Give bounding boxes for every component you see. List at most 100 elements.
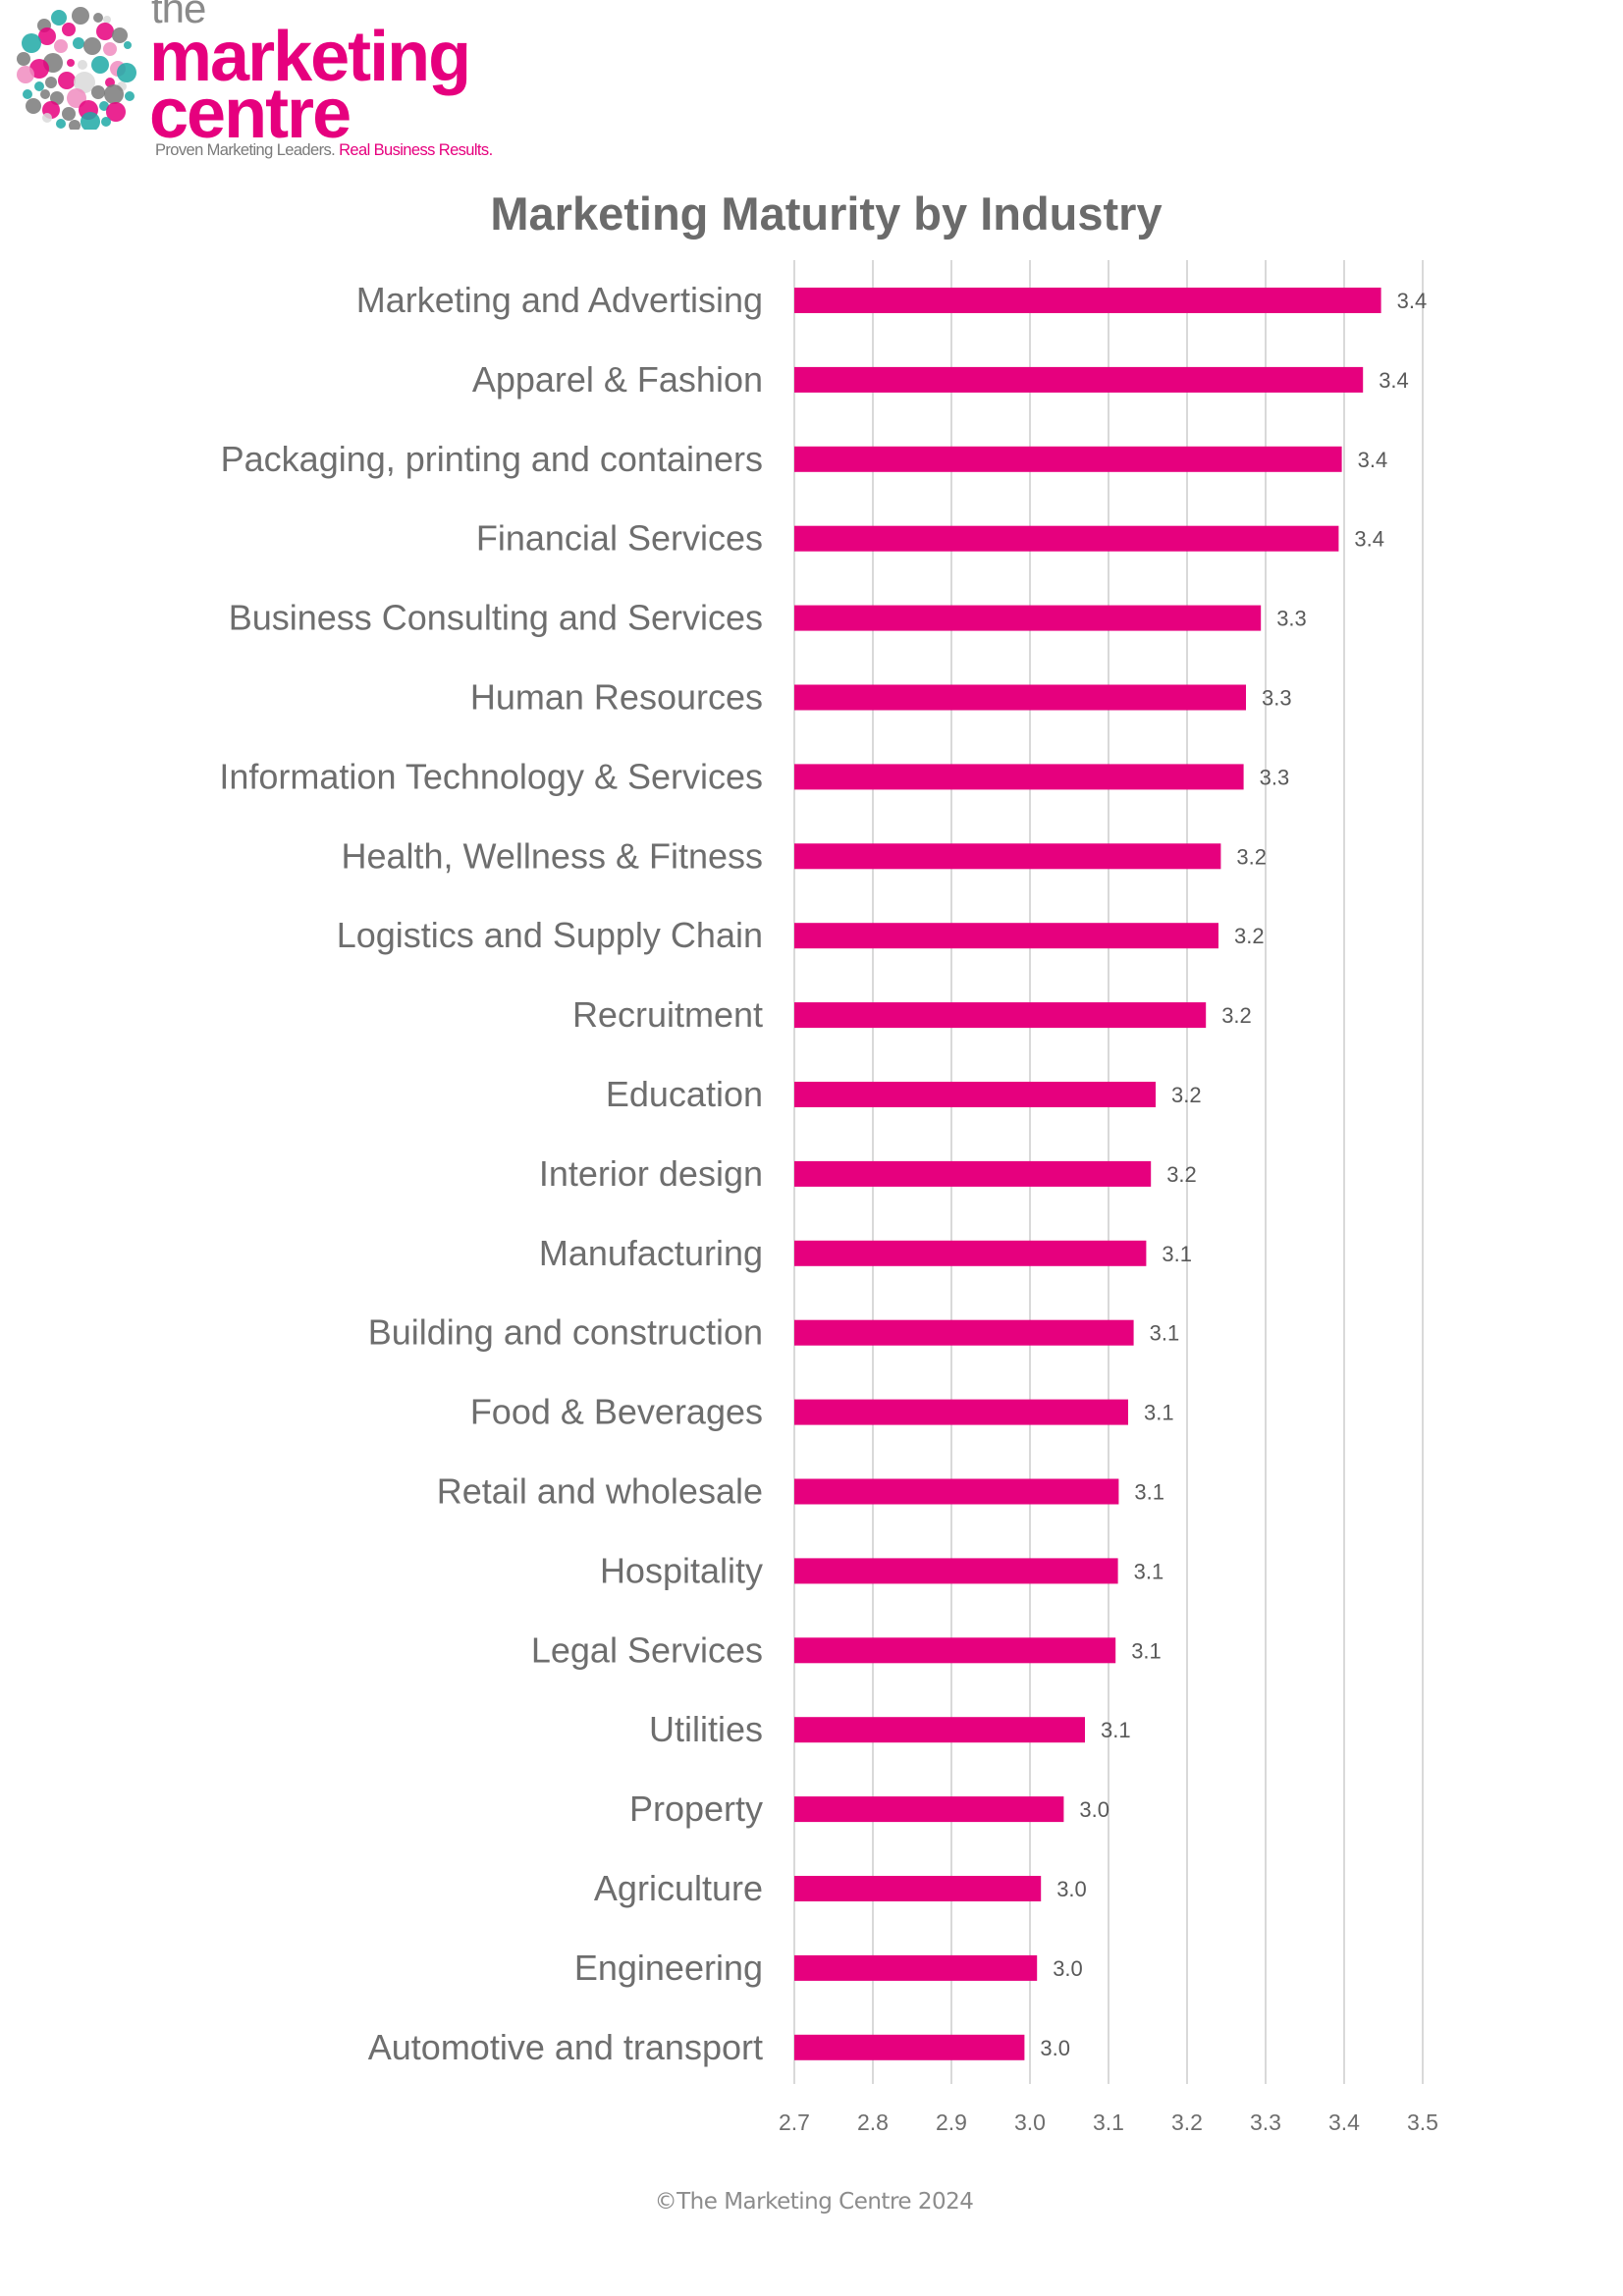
bar (794, 1160, 1152, 1187)
bar (794, 288, 1381, 313)
logo-dot (45, 77, 57, 88)
data-label: 3.2 (1171, 1083, 1202, 1107)
logo-dot (54, 39, 68, 53)
category-label: Retail and wholesale (437, 1471, 763, 1512)
data-label: 3.2 (1166, 1162, 1197, 1187)
x-tick-label: 3.0 (1014, 2109, 1046, 2135)
x-tick-label: 3.4 (1328, 2109, 1360, 2135)
data-label: 3.0 (1053, 1956, 1083, 1981)
x-tick-label: 2.8 (857, 2109, 889, 2135)
bar (794, 684, 1246, 711)
category-label: Financial Services (476, 518, 763, 559)
category-label: Property (629, 1789, 763, 1829)
category-label: Interior design (539, 1153, 763, 1194)
bar (794, 1954, 1038, 1981)
logo-dots-icon (17, 7, 136, 130)
data-label: 3.3 (1262, 686, 1292, 711)
logo-dot (83, 37, 101, 55)
logo-dot (106, 102, 126, 122)
x-axis-tick-labels: 2.7 2.8 2.9 3.0 3.1 3.2 3.3 3.4 3.5 (779, 2109, 1438, 2135)
x-tick-label: 3.5 (1407, 2109, 1438, 2135)
logo-dot (23, 89, 32, 99)
logo-dot (93, 13, 103, 23)
bars (794, 288, 1381, 2060)
logo-centre: centre (149, 75, 352, 153)
data-label: 3.4 (1358, 448, 1388, 472)
category-labels: Marketing and Advertising Apparel & Fashi… (219, 280, 763, 2067)
logo-dot (38, 27, 56, 45)
bar (794, 605, 1262, 631)
category-label: Agriculture (594, 1868, 763, 1908)
logo-the: the (151, 0, 206, 31)
bar (794, 923, 1218, 949)
x-tick-label: 3.2 (1171, 2109, 1203, 2135)
bar (794, 446, 1342, 472)
logo-dot (29, 59, 49, 79)
data-label: 3.3 (1260, 765, 1290, 789)
logo-dot (78, 60, 87, 70)
x-tick-label: 2.7 (779, 2109, 810, 2135)
bar (794, 1876, 1042, 1901)
category-label: Legal Services (531, 1629, 763, 1670)
logo-dot (91, 85, 105, 99)
category-label: Human Resources (470, 677, 763, 718)
bar (794, 1082, 1156, 1107)
bar (794, 1717, 1085, 1743)
logo-dot (124, 41, 132, 49)
logo-dot (22, 33, 41, 53)
category-label: Business Consulting and Services (229, 598, 763, 638)
data-label: 3.1 (1150, 1321, 1180, 1346)
bar (794, 1637, 1116, 1664)
category-label: Information Technology & Services (219, 756, 763, 796)
data-label: 3.2 (1236, 844, 1267, 869)
bar (794, 525, 1339, 552)
logo-dot (56, 119, 66, 129)
logo-dot (112, 27, 128, 43)
bar (794, 764, 1244, 790)
logo-dot (26, 98, 41, 114)
x-tick-label: 2.9 (936, 2109, 967, 2135)
logo-dot (104, 84, 124, 104)
data-label: 3.4 (1354, 527, 1384, 552)
logo-dot (96, 23, 114, 40)
bar (794, 1796, 1064, 1823)
bar (794, 1002, 1207, 1029)
logo-dot (73, 37, 84, 49)
data-label: 3.1 (1131, 1638, 1162, 1663)
logo-dot (125, 91, 135, 101)
logo-dot (62, 107, 76, 121)
data-label: 3.2 (1234, 924, 1265, 948)
logo-dot (91, 56, 109, 74)
bar (794, 1240, 1147, 1266)
category-label: Manufacturing (539, 1233, 763, 1273)
bar (794, 1478, 1119, 1505)
logo-dot (67, 59, 75, 67)
category-label: Health, Wellness & Fitness (341, 835, 763, 876)
bar (794, 1558, 1118, 1584)
chart-title: Marketing Maturity by Industry (490, 187, 1163, 240)
category-label: Automotive and transport (368, 2027, 763, 2067)
logo-marketing: marketing (149, 18, 471, 96)
data-label: 3.0 (1040, 2036, 1070, 2060)
logo-dot (42, 113, 52, 123)
logo-dot (103, 42, 117, 56)
category-label: Apparel & Fashion (472, 359, 763, 400)
logo-dot (69, 120, 81, 130)
category-label: Utilities (649, 1709, 763, 1749)
logo-dot (40, 89, 50, 99)
category-label: Building and construction (368, 1312, 763, 1353)
brand-logo: the marketing centre Proven Marketing Le… (0, 0, 511, 172)
copyright-footer: ©The Marketing Centre 2024 (654, 2189, 974, 2215)
logo-dot (62, 23, 76, 36)
logo-dot (58, 72, 76, 89)
category-label: Education (606, 1074, 763, 1114)
logo-dot (17, 66, 34, 83)
tagline-part1: Proven Marketing Leaders. (155, 141, 336, 159)
logo-dot (101, 117, 111, 127)
data-labels: 3.4 3.4 3.4 3.4 3.3 3.3 3.3 3.2 3.2 3.2 3.2 3.2 3.1 3… (1040, 289, 1427, 2060)
logo-dot (17, 52, 30, 66)
logo-dot (81, 112, 100, 130)
data-label: 3.1 (1101, 1718, 1131, 1742)
category-label: Hospitality (600, 1550, 763, 1590)
